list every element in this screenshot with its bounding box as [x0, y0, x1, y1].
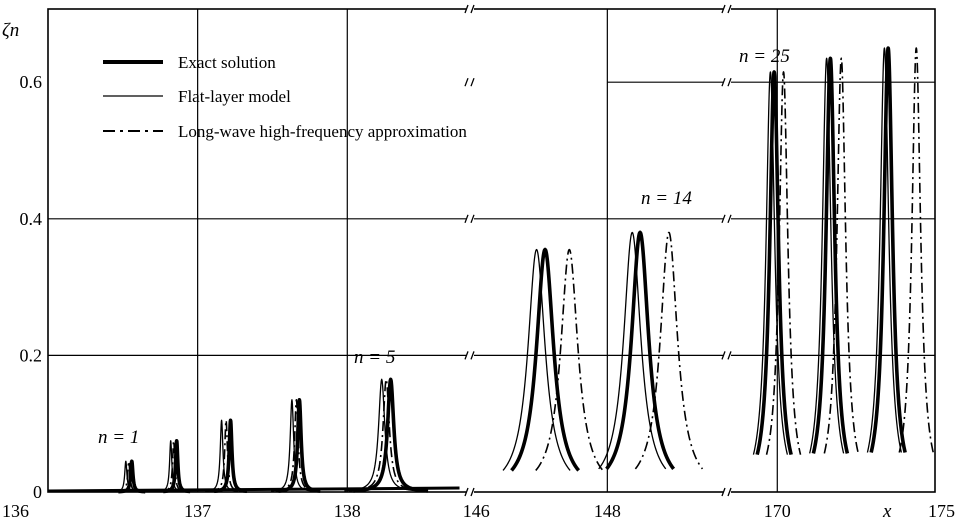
exact-solution-curve: [755, 70, 793, 456]
x-tick-label: 175: [928, 501, 955, 521]
y-tick-label: 0.2: [20, 345, 43, 365]
axis-break-marker: [721, 350, 732, 361]
exact-solution-curve: [869, 46, 907, 454]
axis-break-marker: [721, 487, 732, 497]
annotation-n14: n = 14: [641, 188, 692, 209]
axis-break-marker: [464, 487, 475, 497]
x-tick-label: 138: [334, 501, 361, 521]
flat-layer-curve: [502, 248, 571, 471]
x-tick-label: 137: [184, 501, 211, 521]
y-tick-label: 0.4: [20, 209, 43, 229]
plot-frame: [47, 8, 936, 493]
x-tick-label: 136: [2, 501, 29, 521]
flat-layer-curve: [809, 57, 845, 454]
data-curves: [47, 46, 935, 494]
annotation-n5: n = 5: [354, 347, 395, 368]
exact-solution-curve: [605, 230, 676, 471]
y-tick-label: 0.6: [20, 72, 43, 92]
annotation-n25: n = 25: [739, 46, 790, 67]
y-axis-label: ζn: [2, 20, 19, 41]
axes-frame: [47, 4, 936, 497]
x-axis-label: x: [882, 501, 892, 522]
legend-label-flat: Flat-layer model: [178, 87, 291, 106]
long-wave-curve: [765, 71, 802, 455]
axis-break-marker: [464, 77, 475, 88]
flat-layer-curve: [752, 71, 789, 455]
flat-layer-curve: [598, 231, 667, 470]
axis-break-marker: [721, 4, 732, 14]
long-wave-curve: [634, 231, 704, 470]
tick-labels: 0 0.2 0.4 0.6 136 137 138 146 148 170 175: [2, 72, 955, 521]
x-tick-label: 146: [463, 501, 490, 521]
axis-break-marker: [464, 213, 475, 224]
exact-solution-curve: [510, 247, 581, 472]
exact-solution-curve: [47, 486, 460, 493]
y-tick-label: 0: [33, 482, 42, 502]
axis-break-marker: [464, 350, 475, 361]
legend-label-longwave: Long-wave high-frequency approximation: [178, 122, 467, 141]
flat-layer-curve: [866, 47, 903, 453]
x-tick-label: 148: [594, 501, 621, 521]
axis-break-marker: [721, 213, 732, 224]
long-wave-curve: [898, 47, 935, 453]
legend: Exact solution Flat-layer model Long-wav…: [103, 53, 467, 141]
long-wave-curve: [535, 248, 604, 471]
legend-label-exact: Exact solution: [178, 53, 276, 72]
axis-break-marker: [464, 4, 475, 14]
x-tick-label: 170: [764, 501, 791, 521]
long-wave-curve: [823, 57, 860, 454]
exact-solution-curve: [811, 56, 850, 455]
axis-break-marker: [721, 77, 732, 88]
annotation-n1: n = 1: [98, 427, 139, 448]
